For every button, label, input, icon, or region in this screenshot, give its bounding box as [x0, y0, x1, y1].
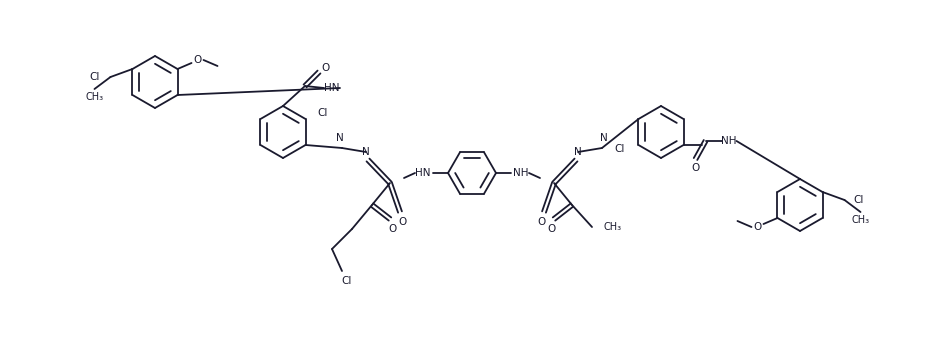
Text: N: N	[336, 133, 344, 143]
Text: O: O	[194, 55, 202, 65]
Text: HN: HN	[415, 168, 430, 178]
Text: O: O	[321, 63, 329, 73]
Text: Cl: Cl	[342, 276, 352, 286]
Text: CH₃: CH₃	[851, 215, 869, 225]
Text: O: O	[397, 217, 406, 227]
Text: NH: NH	[721, 136, 736, 146]
Text: Cl: Cl	[615, 144, 625, 154]
Text: CH₃: CH₃	[85, 92, 104, 102]
Text: Cl: Cl	[853, 195, 864, 205]
Text: O: O	[538, 217, 547, 227]
Text: Cl: Cl	[90, 72, 100, 82]
Text: N: N	[574, 147, 582, 157]
Text: N: N	[362, 147, 370, 157]
Text: CH₃: CH₃	[604, 222, 622, 232]
Text: Cl: Cl	[317, 108, 328, 118]
Text: NH: NH	[514, 168, 529, 178]
Text: O: O	[388, 224, 396, 234]
Text: HN: HN	[324, 83, 340, 93]
Text: O: O	[753, 222, 762, 232]
Text: O: O	[691, 163, 700, 173]
Text: O: O	[548, 224, 556, 234]
Text: N: N	[600, 133, 608, 143]
